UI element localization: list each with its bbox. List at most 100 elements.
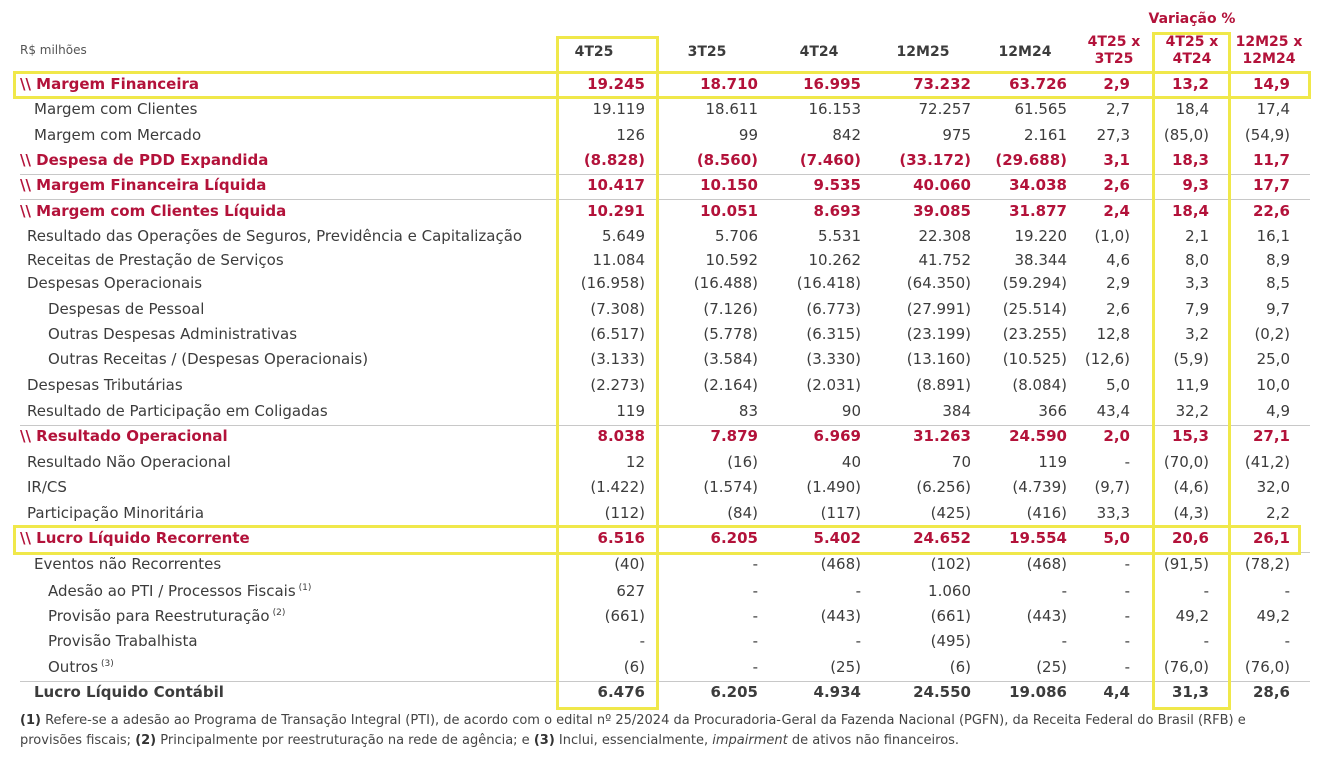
- table-cell: -: [1203, 582, 1209, 600]
- table-cell: 4,4: [1103, 683, 1130, 701]
- table-cell: 34.038: [1009, 176, 1067, 194]
- table-cell: (84): [727, 504, 758, 522]
- table-cell: -: [1061, 582, 1067, 600]
- row-label-lucro-liquido-recorrente: \\ Lucro Líquido Recorrente: [20, 529, 250, 547]
- row-label-receitas-de-prestacao-de-servicos: Receitas de Prestação de Serviços: [27, 251, 284, 269]
- table-cell: 366: [1038, 402, 1067, 420]
- table-cell: 7,9: [1185, 300, 1209, 318]
- table-cell: -: [1061, 632, 1067, 650]
- table-cell: 8,9: [1266, 251, 1290, 269]
- table-cell: -: [752, 632, 758, 650]
- row-label-margem-financeira: \\ Margem Financeira: [20, 75, 199, 93]
- table-cell: -: [1284, 632, 1290, 650]
- table-cell: -: [1284, 582, 1290, 600]
- table-cell: (102): [930, 555, 971, 573]
- table-cell: 2,6: [1106, 300, 1130, 318]
- table-cell: 2,0: [1103, 427, 1130, 445]
- table-cell: 5,0: [1106, 376, 1130, 394]
- var-header-4t25-4t24: 4T25 x 4T24: [1165, 34, 1219, 67]
- table-cell: (27.991): [906, 300, 971, 318]
- table-cell: (661): [930, 607, 971, 625]
- table-cell: (117): [820, 504, 861, 522]
- table-cell: 18,3: [1171, 151, 1209, 169]
- table-cell: 31.263: [913, 427, 971, 445]
- table-cell: 9.535: [813, 176, 861, 194]
- table-cell: 11,9: [1175, 376, 1209, 394]
- table-cell: 18.710: [700, 75, 758, 93]
- table-cell: (9,7): [1094, 478, 1130, 496]
- table-cell: 24.550: [913, 683, 971, 701]
- table-cell: 25,0: [1256, 350, 1290, 368]
- table-cell: (495): [930, 632, 971, 650]
- table-cell: 2,9: [1103, 75, 1130, 93]
- row-label-resultado-operacional: \\ Resultado Operacional: [20, 427, 228, 445]
- table-cell: 40: [841, 453, 861, 471]
- table-cell: 16.153: [808, 100, 862, 118]
- table-cell: (3.584): [703, 350, 758, 368]
- table-cell: 31.877: [1009, 202, 1067, 220]
- table-cell: (6.773): [806, 300, 861, 318]
- table-cell: 119: [616, 402, 645, 420]
- table-cell: 90: [841, 402, 861, 420]
- table-cell: 4,6: [1106, 251, 1130, 269]
- row-label-margem-com-mercado: Margem com Mercado: [34, 126, 202, 144]
- highlight-column-var-4t24: [1152, 32, 1231, 710]
- table-cell: (7.308): [590, 300, 645, 318]
- row-divider: [20, 425, 1310, 426]
- table-cell: (23.255): [1002, 325, 1067, 343]
- table-cell: 49,2: [1256, 607, 1290, 625]
- table-cell: 19.220: [1014, 227, 1068, 245]
- table-cell: 18,4: [1175, 100, 1209, 118]
- table-cell: 20,6: [1171, 529, 1209, 547]
- table-cell: -: [1124, 607, 1130, 625]
- table-cell: 5.531: [818, 227, 861, 245]
- table-cell: (6.517): [590, 325, 645, 343]
- table-cell: 12: [625, 453, 645, 471]
- table-cell: (4,6): [1173, 478, 1209, 496]
- table-cell: (3.133): [590, 350, 645, 368]
- table-cell: 8,5: [1266, 274, 1290, 292]
- row-label-participacao-minoritaria: Participação Minoritária: [27, 504, 205, 522]
- table-cell: (76,0): [1244, 658, 1290, 676]
- table-cell: -: [855, 632, 861, 650]
- table-cell: 10.150: [700, 176, 758, 194]
- table-cell: 41.752: [918, 251, 972, 269]
- table-cell: (16): [727, 453, 758, 471]
- table-cell: (12,6): [1084, 350, 1130, 368]
- table-cell: 24.590: [1009, 427, 1067, 445]
- table-cell: 19.086: [1009, 683, 1067, 701]
- table-cell: (8.560): [696, 151, 758, 169]
- table-cell: 19.119: [592, 100, 646, 118]
- row-label-adesao-ao-pti-processos-fiscais: Adesão ao PTI / Processos Fiscais (1): [48, 582, 312, 600]
- table-cell: -: [1124, 453, 1130, 471]
- table-cell: (1.574): [703, 478, 758, 496]
- table-cell: (16.958): [580, 274, 645, 292]
- table-cell: 2,6: [1103, 176, 1130, 194]
- table-cell: 17,4: [1256, 100, 1290, 118]
- table-cell: (13.160): [906, 350, 971, 368]
- col-header-12m25: 12M25: [896, 44, 950, 60]
- table-cell: (2.164): [703, 376, 758, 394]
- table-cell: 2.161: [1024, 126, 1067, 144]
- table-cell: 70: [951, 453, 971, 471]
- table-cell: 8.038: [597, 427, 645, 445]
- table-cell: 22,6: [1252, 202, 1290, 220]
- table-cell: (70,0): [1163, 453, 1209, 471]
- table-cell: 18.611: [705, 100, 759, 118]
- table-cell: 10.262: [808, 251, 862, 269]
- table-cell: (3.330): [806, 350, 861, 368]
- table-cell: 32,2: [1175, 402, 1209, 420]
- table-cell: 63.726: [1009, 75, 1067, 93]
- col-header-4t25: 4T25: [574, 44, 614, 60]
- table-cell: (16.488): [693, 274, 758, 292]
- table-cell: (6): [949, 658, 971, 676]
- table-cell: (1,0): [1094, 227, 1130, 245]
- table-cell: 10.051: [700, 202, 758, 220]
- table-cell: (6.315): [806, 325, 861, 343]
- table-cell: 9,3: [1182, 176, 1209, 194]
- table-cell: (8.084): [1012, 376, 1067, 394]
- table-cell: 31,3: [1171, 683, 1209, 701]
- table-cell: (16.418): [796, 274, 861, 292]
- highlight-row-margem-financeira: [13, 71, 1311, 99]
- table-cell: 16,1: [1256, 227, 1290, 245]
